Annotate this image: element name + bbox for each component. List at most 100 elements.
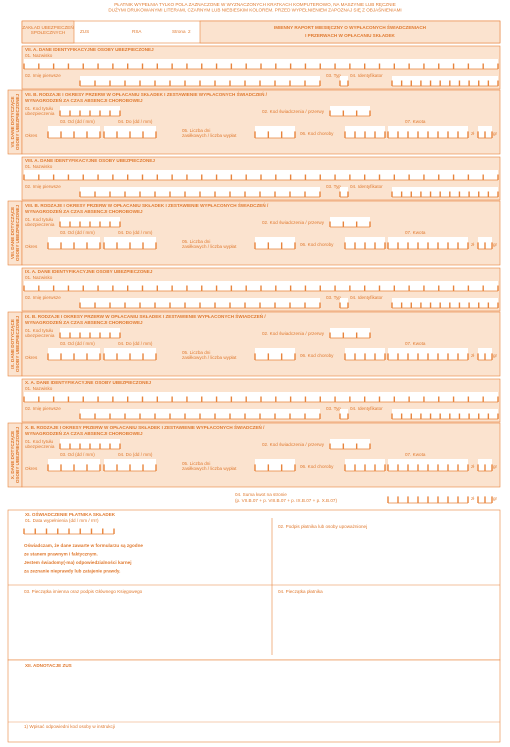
sidebar-label: IX. DANE DOTYCZĄCE <box>10 319 15 369</box>
label: 01. Nazwisko <box>25 53 53 58</box>
title-box <box>199 20 501 44</box>
label: 03. Typ <box>326 73 341 78</box>
input-field <box>340 298 348 308</box>
form-title: IMIENNY RAPORT MIESIĘCZNY O WYPŁACONYCH … <box>274 24 427 30</box>
label: 03. Od (dd / mm) <box>60 341 95 346</box>
form-title: I PRZERWACH W OPŁACANIU SKŁADEK <box>305 33 395 38</box>
label: zasiłkowych / liczba wypłat <box>182 355 237 360</box>
input-field <box>330 439 370 449</box>
label: 05. Liczba dni <box>182 128 210 133</box>
section-title: VII. A. DANE IDENTYFIKACYJNE OSOBY UBEZP… <box>25 47 154 52</box>
label: 06. Kod choroby <box>300 242 334 247</box>
section-b <box>21 200 501 266</box>
label: 02. Imię pierwsze <box>25 295 61 300</box>
section-title: WYNAGRODZEŃ ZA CZAS ABSENCJI CHOROBOWEJ <box>25 429 143 436</box>
label: ZAKŁAD UBEZPIECZEŃ <box>22 24 73 30</box>
input-field <box>255 237 295 249</box>
label: gr <box>493 242 498 247</box>
label: 05. Liczba dni <box>182 239 210 244</box>
label: 1) Wpisać odpowiedni kod osoby w instruk… <box>24 724 115 729</box>
input-field <box>392 298 498 308</box>
label: 02. Imię pierwsze <box>25 184 61 189</box>
label: 03. Pieczątka imienna oraz podpis Główne… <box>24 589 143 594</box>
label: 02. Kod świadczenia / przerwy <box>262 442 325 447</box>
label: 05. Liczba dni <box>182 461 210 466</box>
label: 06. Kod choroby <box>300 353 334 358</box>
input-field <box>330 217 370 227</box>
label: 03. Od (dd / mm) <box>60 452 95 457</box>
statement: Jestem świadomy(-ma) odpowiedzialności k… <box>24 560 131 565</box>
label: 01. Kod tytułu <box>25 106 54 111</box>
label: 01. Kod tytułu <box>25 328 54 333</box>
label: 02. Kod świadczenia / przerwy <box>262 331 325 336</box>
label: 04. Identyfikator <box>350 73 383 78</box>
label: 03. Typ <box>326 406 341 411</box>
label: zł <box>471 131 474 136</box>
label: ubezpieczenia <box>25 444 55 449</box>
section-b <box>21 89 501 155</box>
section-title: XI. OŚWIADCZENIE PŁATNIKA SKŁADEK <box>25 511 116 517</box>
label: Okres <box>25 133 38 138</box>
label: 06. Kod choroby <box>300 131 334 136</box>
label: 01. Nazwisko <box>25 275 53 280</box>
label: ubezpieczenia <box>25 333 55 338</box>
label: DUŻYMI DRUKOWANYMI LITERAMI, CZARNYM LUB… <box>108 6 401 13</box>
label: zasiłkowych / liczba wypłat <box>182 133 237 138</box>
label: 04. Pieczątka płatnika <box>278 589 323 594</box>
section-title: IX. B. RODZAJE I OKRESY PRZERW W OPŁACAN… <box>25 312 266 319</box>
label: 05. Liczba dni <box>182 350 210 355</box>
section-title: WYNAGRODZEŃ ZA CZAS ABSENCJI CHOROBOWEJ <box>25 96 143 103</box>
label: Okres <box>25 466 38 471</box>
label: ZUS <box>80 29 89 34</box>
section-title: WYNAGRODZEŃ ZA CZAS ABSENCJI CHOROBOWEJ <box>25 318 143 325</box>
label: zł <box>471 353 474 358</box>
notes-box <box>7 659 501 743</box>
sidebar-label: X. DANE DOTYCZĄCE <box>10 431 15 480</box>
label: 03. Typ <box>326 295 341 300</box>
label: 04. Do (dd / mm) <box>118 230 153 235</box>
label: ubezpieczenia <box>25 222 55 227</box>
label: gr <box>493 464 498 469</box>
sidebar-label: OSOBY UBEZPIECZONEJ <box>15 93 20 150</box>
label: 02. Kod świadczenia / przerwy <box>262 220 325 225</box>
input-field <box>330 328 370 338</box>
input-field <box>340 409 348 419</box>
label: 07. Kwota <box>405 230 426 235</box>
label: zasiłkowych / liczba wypłat <box>182 244 237 249</box>
section-title: VII. B. RODZAJE I OKRESY PRZERW W OPŁACA… <box>25 90 268 97</box>
input-field <box>340 187 348 197</box>
label: zł <box>471 242 474 247</box>
label: 01. Kod tytułu <box>25 217 54 222</box>
label: 04. Suma kwot na stronie <box>235 492 287 497</box>
section-b <box>21 311 501 377</box>
label: 03. Od (dd / mm) <box>60 230 95 235</box>
sidebar-label: OSOBY UBEZPIECZONEJ <box>15 204 20 261</box>
statement: Oświadczam, że dane zawarte w formularzu… <box>24 543 143 548</box>
label: 06. Kod choroby <box>300 464 334 469</box>
label: ubezpieczenia <box>25 111 55 116</box>
statement: ze stanem prawnym i faktycznym. <box>24 552 98 557</box>
label: 04. Do (dd / mm) <box>118 119 153 124</box>
section-title: IX. A. DANE IDENTYFIKACYJNE OSOBY UBEZPI… <box>25 269 153 274</box>
label: Strona <box>172 29 186 34</box>
label: Okres <box>25 244 38 249</box>
label: 02. Imię pierwsze <box>25 406 61 411</box>
label: 04. Identyfikator <box>350 184 383 189</box>
section-title: XII. ADNOTACJE ZUS <box>25 663 72 668</box>
label: zł <box>471 496 474 501</box>
input-field <box>255 348 295 360</box>
label: 02. Kod świadczenia / przerwy <box>262 109 325 114</box>
label: 01. Kod tytułu <box>25 439 54 444</box>
label: zasiłkowych / liczba wypłat <box>182 466 237 471</box>
sidebar-label: VII. DANE DOTYCZĄCE <box>10 96 15 147</box>
label: 02. Podpis płatnika lub osoby upoważnion… <box>278 524 367 529</box>
label: 03. Typ <box>326 184 341 189</box>
label: (p. VII.B.07 + p. VIII.B.07 + p. IX.B.07… <box>235 498 337 503</box>
sidebar-label: VIII. DANE DOTYCZĄCE <box>10 207 15 259</box>
input-field <box>340 76 348 86</box>
label: 02. Imię pierwsze <box>25 73 61 78</box>
label: gr <box>493 496 498 501</box>
label: PŁATNIK WYPEŁNIA TYLKO POLA ZAZNACZONE W… <box>114 2 396 7</box>
label: 03. Od (dd / mm) <box>60 119 95 124</box>
